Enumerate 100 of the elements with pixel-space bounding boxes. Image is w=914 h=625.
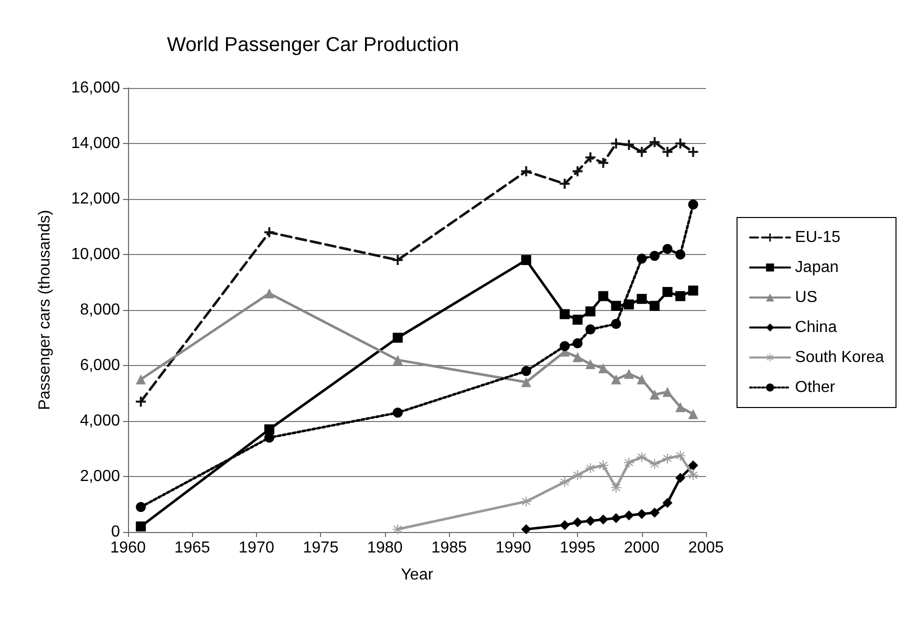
point: [662, 386, 672, 397]
point: [560, 309, 570, 320]
point: [560, 178, 570, 189]
point: [572, 352, 583, 362]
point: [521, 255, 532, 266]
point: [675, 402, 686, 412]
x-tick-label: 1975: [302, 540, 339, 556]
point: [624, 368, 634, 379]
point: [662, 146, 672, 157]
point: [675, 138, 686, 148]
y-tick-label: 6,000: [80, 357, 120, 374]
x-tick-label: 1985: [431, 540, 468, 556]
point: [688, 200, 698, 210]
point: [636, 508, 647, 519]
point: [560, 477, 570, 488]
point: [521, 366, 532, 376]
legend-label: South Korea: [795, 349, 884, 366]
point: [636, 254, 647, 264]
point: [392, 354, 403, 365]
x-tick-label: 2000: [624, 540, 660, 556]
point: [560, 520, 570, 530]
point: [611, 138, 622, 148]
point: [675, 250, 686, 260]
point: [662, 244, 672, 254]
y-tick-label: 2,000: [80, 468, 120, 485]
point: [636, 146, 647, 157]
x-axis-title: Year: [400, 566, 434, 584]
point: [521, 496, 532, 506]
point: [650, 390, 660, 400]
point: [662, 286, 672, 297]
x-tick-label: 1995: [560, 540, 596, 556]
point: [675, 472, 686, 483]
y-axis-title: Passenger cars (thousands): [36, 210, 54, 410]
y-tick-label: 10,000: [71, 246, 120, 263]
point: [598, 514, 608, 525]
point: [598, 158, 608, 168]
point: [611, 300, 622, 311]
point: [688, 146, 698, 157]
point: [650, 250, 660, 261]
point: [572, 166, 583, 176]
point: [598, 363, 608, 374]
point: [264, 227, 274, 238]
point: [572, 517, 583, 528]
point: [392, 524, 403, 534]
point: [624, 510, 634, 520]
point: [688, 470, 698, 480]
x-tick-label: 1960: [110, 540, 146, 556]
y-tick-label: 16,000: [71, 80, 120, 96]
point: [650, 508, 660, 518]
point: [675, 291, 686, 302]
point: [688, 286, 698, 296]
legend-label: Other: [795, 379, 836, 396]
chart-title: World Passenger Car Production: [167, 34, 459, 56]
legend-label: US: [795, 289, 818, 306]
point: [636, 294, 647, 304]
point: [611, 318, 622, 329]
point: [636, 452, 647, 462]
point: [624, 140, 634, 150]
x-tick-label: 2005: [688, 540, 724, 556]
y-tick-label: 8,000: [80, 302, 120, 318]
legend-label: EU-15: [795, 229, 840, 246]
point: [688, 409, 698, 420]
y-tick-label: 4,000: [80, 412, 120, 430]
point: [650, 459, 660, 470]
point: [264, 424, 274, 434]
point: [624, 299, 634, 310]
point: [611, 482, 622, 493]
point: [521, 524, 532, 534]
point: [392, 408, 403, 418]
point: [675, 450, 686, 461]
point: [650, 137, 660, 148]
point: [650, 300, 660, 311]
point: [636, 374, 647, 384]
x-tick-label: 1965: [174, 540, 210, 556]
point: [688, 460, 698, 470]
point: [585, 152, 596, 162]
point: [136, 396, 146, 407]
point: [136, 374, 146, 384]
point: [392, 255, 403, 266]
y-tick-label: 0: [111, 524, 120, 540]
point: [585, 463, 596, 474]
y-tick-label: 14,000: [71, 135, 120, 152]
point: [611, 374, 622, 384]
x-tick-label: 1990: [496, 540, 532, 556]
point: [521, 377, 532, 388]
x-tick-label: 1970: [238, 540, 274, 556]
point: [264, 432, 274, 443]
y-tick-label: 12,000: [71, 190, 120, 208]
point: [264, 288, 274, 298]
point: [585, 324, 596, 334]
point: [598, 291, 608, 302]
point: [572, 470, 583, 480]
point: [585, 306, 596, 316]
point: [585, 516, 596, 526]
legend-label: Japan: [795, 259, 839, 276]
point: [392, 332, 403, 343]
point: [585, 359, 596, 370]
x-tick-label: 1980: [367, 540, 403, 556]
legend-label: China: [795, 319, 837, 336]
point: [136, 521, 146, 532]
